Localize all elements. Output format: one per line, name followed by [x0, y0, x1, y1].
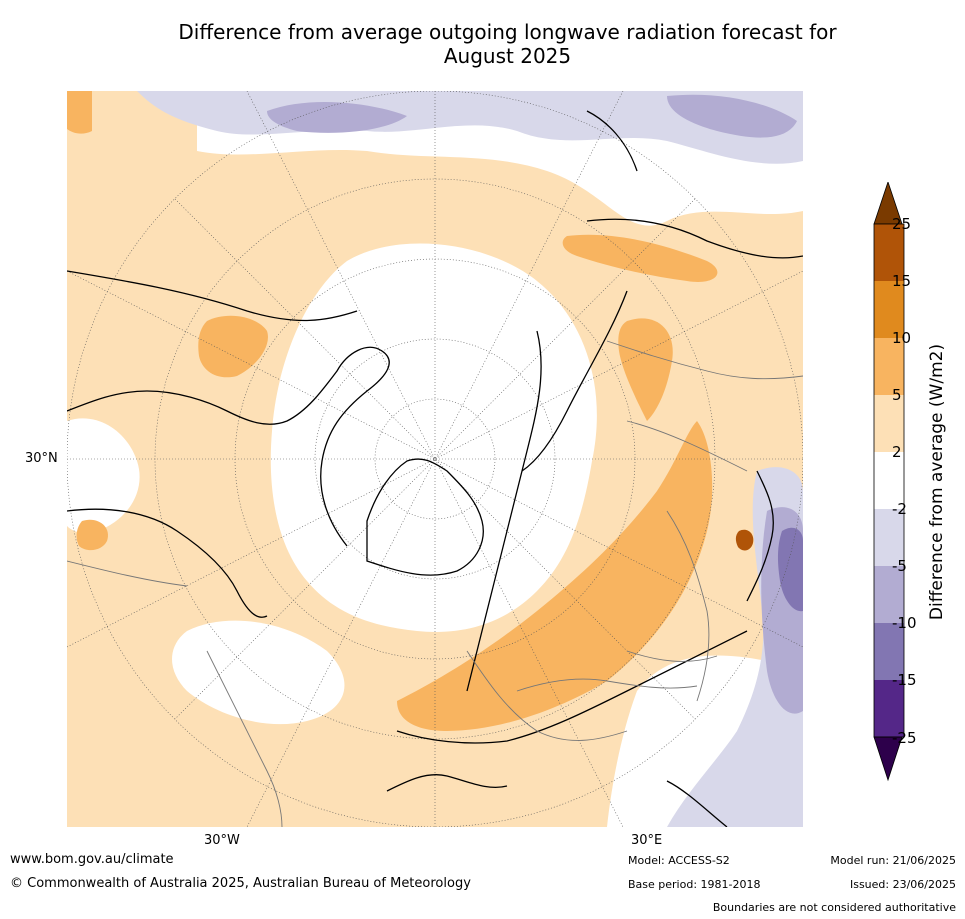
- orange-region-southwest-small: [76, 519, 108, 551]
- colorbar-tick-m25: -25: [892, 729, 917, 747]
- model-text: Model: ACCESS-S2: [628, 854, 730, 867]
- colorbar-segment-2: [874, 452, 904, 509]
- orange-region-corner: [67, 91, 92, 134]
- colorbar-segment-15: [874, 281, 904, 338]
- white-region-west: [67, 418, 140, 534]
- issued-text: Issued: 23/06/2025: [849, 878, 956, 891]
- coastlines: [67, 110, 803, 827]
- disclaimer-text: Boundaries are not considered authoritat…: [712, 901, 956, 914]
- colorbar-svg: [873, 180, 905, 782]
- chart-title: Difference from average outgoing longwav…: [130, 20, 885, 68]
- colorbar-tick-2: 2: [892, 443, 902, 461]
- colorbar-tick-m2: -2: [892, 500, 907, 518]
- copyright-text: © Commonwealth of Australia 2025, Austra…: [10, 876, 471, 891]
- colorbar-segment-m2: [874, 509, 904, 566]
- orange-region-west: [198, 315, 268, 378]
- latitude-label-30n: 30°N: [25, 451, 58, 466]
- country-borders: [67, 340, 803, 827]
- colorbar-tick-m10: -10: [892, 614, 917, 632]
- colorbar-segment-m15: [874, 680, 904, 737]
- brown-spot: [735, 529, 754, 551]
- title-line-1: Difference from average outgoing longwav…: [178, 20, 837, 44]
- colorbar-segment-25: [874, 224, 904, 281]
- polar-map[interactable]: [67, 91, 803, 827]
- colorbar-segment-10: [874, 338, 904, 395]
- title-line-2: August 2025: [443, 44, 572, 68]
- website-link[interactable]: www.bom.gov.au/climate: [10, 852, 174, 867]
- white-region-arctic: [270, 243, 597, 632]
- colorbar-segment-m10: [874, 623, 904, 680]
- colorbar: [855, 180, 935, 782]
- longitude-label-30e: 30°E: [631, 833, 663, 848]
- colorbar-tick-25: 25: [892, 215, 912, 233]
- colorbar-segment-5: [874, 395, 904, 452]
- colorbar-tick-m15: -15: [892, 671, 917, 689]
- orange-region-asia: [618, 318, 673, 421]
- colorbar-tick-10: 10: [892, 329, 912, 347]
- colorbar-segment-m5: [874, 566, 904, 623]
- colorbar-tick-5: 5: [892, 386, 902, 404]
- colorbar-tick-15: 15: [892, 272, 912, 290]
- map-canvas: [67, 91, 803, 827]
- base-period-text: Base period: 1981-2018: [628, 878, 761, 891]
- orange-region-north-east: [562, 234, 718, 282]
- white-region-southwest: [172, 620, 345, 725]
- longitude-label-30w: 30°W: [204, 833, 240, 848]
- purple-region-east-darker: [777, 527, 803, 612]
- graticule: [67, 91, 803, 827]
- model-run-text: Model run: 21/06/2025: [830, 854, 956, 867]
- purple-region-top-dark: [267, 94, 797, 138]
- colorbar-label: Difference from average (W/m2): [927, 343, 947, 621]
- colorbar-outline: [873, 223, 905, 738]
- colorbar-tick-m5: -5: [892, 557, 907, 575]
